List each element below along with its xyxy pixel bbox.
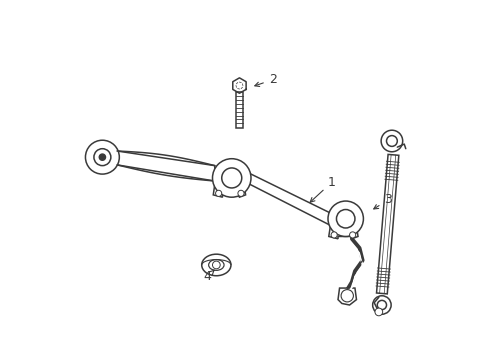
Circle shape <box>215 190 221 197</box>
Circle shape <box>85 140 119 174</box>
Ellipse shape <box>202 254 230 276</box>
Circle shape <box>380 130 402 152</box>
Polygon shape <box>232 78 245 93</box>
Circle shape <box>330 232 337 238</box>
Circle shape <box>341 289 353 302</box>
Circle shape <box>377 300 386 310</box>
Circle shape <box>94 149 111 166</box>
Text: 1: 1 <box>309 176 335 202</box>
Ellipse shape <box>208 260 224 270</box>
Polygon shape <box>376 154 398 294</box>
Circle shape <box>327 201 363 237</box>
Circle shape <box>374 308 382 316</box>
Text: 4: 4 <box>203 270 214 283</box>
Circle shape <box>212 159 250 197</box>
Circle shape <box>372 296 390 314</box>
Polygon shape <box>249 173 329 225</box>
Polygon shape <box>337 288 356 305</box>
Polygon shape <box>236 92 242 128</box>
Text: 3: 3 <box>373 193 391 209</box>
Polygon shape <box>213 184 245 197</box>
Polygon shape <box>117 151 214 181</box>
Circle shape <box>349 232 355 238</box>
Circle shape <box>386 136 396 147</box>
Circle shape <box>212 261 220 269</box>
Circle shape <box>336 210 354 228</box>
Text: 2: 2 <box>254 73 276 86</box>
Circle shape <box>238 190 244 197</box>
Circle shape <box>99 154 105 160</box>
Polygon shape <box>328 226 357 239</box>
Circle shape <box>221 168 241 188</box>
